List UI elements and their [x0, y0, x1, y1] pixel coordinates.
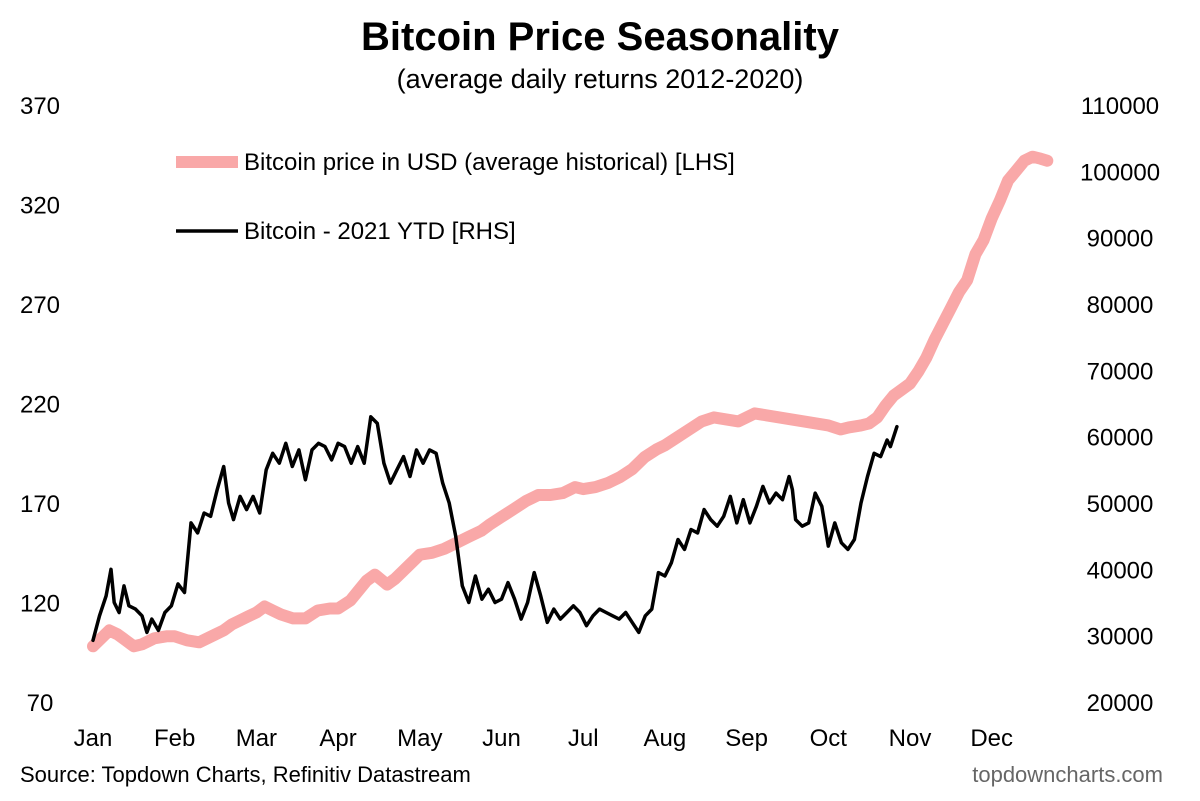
legend-label-average-historical: Bitcoin price in USD (average historical… — [244, 149, 735, 176]
x-tick-label: Dec — [970, 725, 1013, 752]
right-tick-label: 70000 — [1087, 358, 1154, 385]
x-tick-label: Jul — [568, 725, 599, 752]
left-tick-label: 120 — [20, 591, 60, 618]
brand-watermark: topdowncharts.com — [972, 762, 1163, 787]
x-tick-label: Jun — [482, 725, 521, 752]
left-tick-label: 70 — [27, 690, 54, 717]
left-tick-label: 270 — [20, 292, 60, 319]
x-axis-ticks: Jan Feb Mar Apr May Jun Jul Aug Sep Oct Nov Dec — [74, 725, 1013, 752]
left-tick-label: 370 — [20, 93, 60, 120]
right-tick-label: 100000 — [1080, 159, 1160, 186]
x-tick-label: Oct — [810, 725, 848, 752]
right-tick-label: 60000 — [1087, 425, 1154, 452]
x-tick-label: May — [397, 725, 442, 752]
left-tick-label: 220 — [20, 392, 60, 419]
legend: Bitcoin price in USD (average historical… — [176, 149, 735, 245]
source-note: Source: Topdown Charts, Refinitiv Datast… — [20, 762, 471, 787]
x-tick-label: Mar — [236, 725, 277, 752]
plot-area — [87, 150, 1054, 653]
right-tick-label: 80000 — [1087, 292, 1154, 319]
x-tick-label: Aug — [644, 725, 687, 752]
x-tick-label: Apr — [319, 725, 356, 752]
x-tick-label: Sep — [725, 725, 768, 752]
right-tick-label: 90000 — [1087, 226, 1154, 253]
right-tick-label: 110000 — [1081, 93, 1159, 120]
left-axis-ticks: 70 120 170 220 270 320 370 — [20, 93, 60, 717]
right-tick-label: 40000 — [1087, 557, 1154, 584]
right-tick-label: 50000 — [1087, 491, 1154, 518]
right-tick-label: 20000 — [1087, 690, 1154, 717]
x-tick-label: Feb — [154, 725, 195, 752]
right-tick-label: 30000 — [1087, 624, 1154, 651]
right-axis-ticks: 20000 30000 40000 50000 60000 70000 80000 90000… — [1080, 93, 1160, 717]
x-tick-label: Jan — [74, 725, 113, 752]
series-line-average-historical — [87, 150, 1054, 653]
left-tick-label: 170 — [20, 491, 60, 518]
legend-label-2021-ytd: Bitcoin - 2021 YTD [RHS] — [244, 218, 516, 245]
x-tick-label: Nov — [889, 725, 932, 752]
chart-subtitle: (average daily returns 2012-2020) — [397, 64, 804, 94]
series-line-2021-ytd — [91, 415, 899, 643]
left-tick-label: 320 — [20, 193, 60, 220]
chart-title: Bitcoin Price Seasonality — [361, 15, 840, 59]
